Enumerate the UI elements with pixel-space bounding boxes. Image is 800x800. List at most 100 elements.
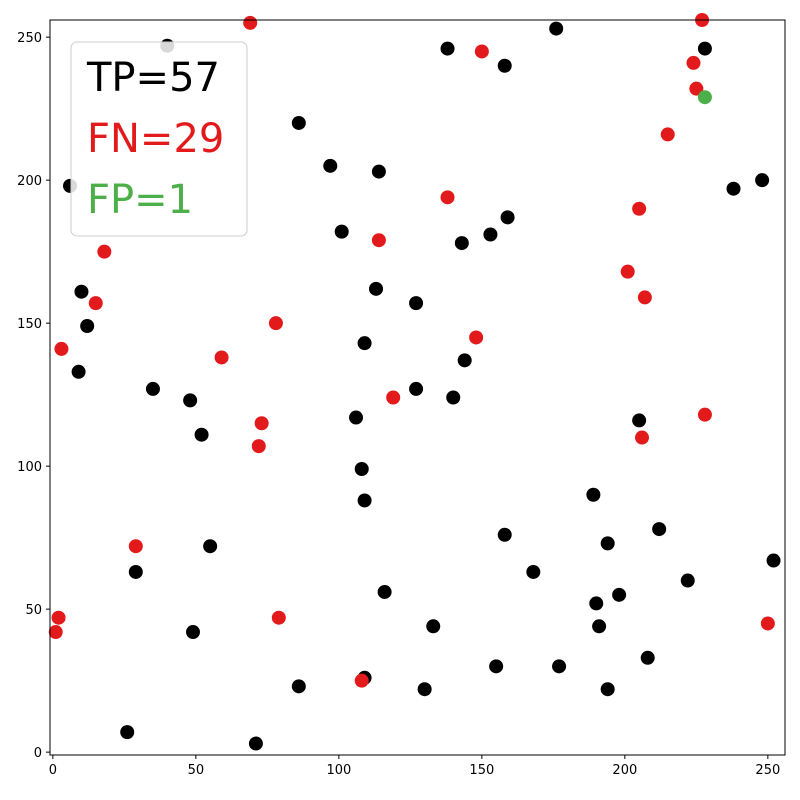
plot-frame [49, 19, 786, 756]
y-tick-label: 0 [34, 746, 42, 761]
tp-point [526, 564, 541, 579]
fp-point [697, 90, 712, 105]
legend: TP=57 FN=29 FP=1 [70, 41, 248, 237]
tp-point [349, 410, 364, 425]
fn-point [88, 296, 103, 311]
ticks-layer: 0 50 100 150 200 250 0 50 100 150 200 250 [17, 31, 780, 778]
tp-point [334, 224, 349, 239]
fn-point [697, 407, 712, 422]
tp-point [589, 596, 604, 611]
tp-point [74, 284, 89, 299]
tp-point [680, 573, 695, 588]
fn-point [637, 290, 652, 305]
fn-point [469, 330, 484, 345]
legend-box [70, 41, 248, 237]
tp-point [357, 493, 372, 508]
fn-point [635, 430, 650, 445]
tp-point [612, 587, 627, 602]
tp-point [454, 236, 469, 251]
tp-point [203, 539, 218, 554]
x-tick-label: 150 [469, 763, 494, 778]
points-layer [48, 13, 781, 751]
legend-entry-fn: FN=29 [87, 116, 224, 162]
fn-point [660, 127, 675, 142]
tp-point [194, 427, 209, 442]
tp-point [755, 173, 770, 188]
tp-point [489, 659, 504, 674]
x-tick-label: 200 [612, 763, 637, 778]
tp-point [586, 487, 601, 502]
tp-point [497, 527, 512, 542]
tp-point [323, 158, 338, 173]
tp-point [549, 21, 564, 36]
tp-point [145, 381, 160, 396]
x-tick-label: 100 [326, 763, 351, 778]
fn-point [689, 81, 704, 96]
x-tick-label: 0 [49, 763, 57, 778]
tp-point [726, 181, 741, 196]
tp-point [409, 381, 424, 396]
tp-point [417, 682, 432, 697]
tp-point [71, 364, 86, 379]
tp-point [652, 522, 667, 537]
x-tick-label: 250 [755, 763, 780, 778]
y-tick-label: 250 [17, 31, 42, 46]
fn-point [51, 610, 66, 625]
tp-point [600, 682, 615, 697]
tp-point [409, 296, 424, 311]
fn-point [686, 55, 701, 70]
tp-point [497, 58, 512, 73]
tp-point [483, 227, 498, 242]
fn-point [474, 44, 489, 59]
y-tick-label: 100 [17, 460, 42, 475]
fn-point [48, 625, 63, 640]
tp-point [185, 625, 200, 640]
x-tick-label: 50 [188, 763, 205, 778]
fn-point [268, 316, 283, 331]
fn-point [620, 264, 635, 279]
tp-point [248, 736, 263, 751]
fn-point [271, 610, 286, 625]
y-tick-label: 50 [25, 603, 42, 618]
tp-point [128, 564, 143, 579]
tp-point [120, 725, 135, 740]
tp-point [446, 390, 461, 405]
fn-point [254, 416, 269, 431]
fn-point [243, 15, 258, 30]
tp-point [291, 679, 306, 694]
fn-point [97, 244, 112, 259]
tp-point [80, 319, 95, 334]
tp-point [632, 413, 647, 428]
fn-point [386, 390, 401, 405]
legend-entry-fp: FP=1 [87, 177, 193, 223]
tp-point [357, 336, 372, 351]
tp-point [592, 619, 607, 634]
fn-point [632, 201, 647, 216]
tp-point [697, 41, 712, 56]
y-tick-label: 200 [17, 174, 42, 189]
tp-point [640, 650, 655, 665]
tp-point [500, 210, 515, 225]
tp-point [183, 393, 198, 408]
tp-point [371, 164, 386, 179]
tp-point [440, 41, 455, 56]
fn-point [54, 341, 69, 356]
tp-point [377, 584, 392, 599]
tp-point [426, 619, 441, 634]
tp-point [354, 462, 369, 477]
tp-point [600, 536, 615, 551]
y-tick-label: 150 [17, 317, 42, 332]
fn-point [251, 439, 266, 454]
legend-entry-tp: TP=57 [86, 55, 220, 101]
tp-point [457, 353, 472, 368]
fn-point [354, 673, 369, 688]
fn-point [214, 350, 229, 365]
fn-point [440, 190, 455, 205]
tp-point [766, 553, 781, 568]
fn-point [760, 616, 775, 631]
fn-point [128, 539, 143, 554]
tp-point [291, 115, 306, 130]
tp-point [552, 659, 567, 674]
tp-point [369, 281, 384, 296]
